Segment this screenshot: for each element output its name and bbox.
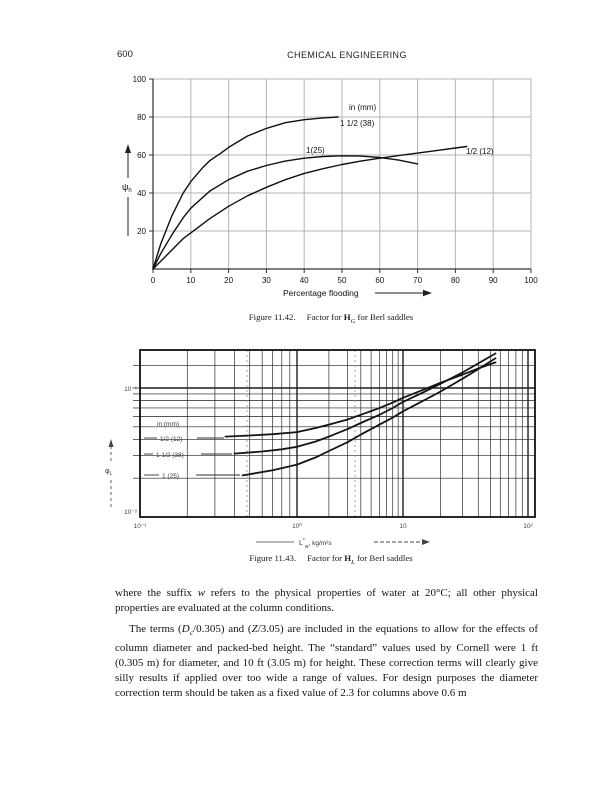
caption-text-post: for Berl saddles xyxy=(355,312,414,322)
svg-text:10⁻¹: 10⁻¹ xyxy=(134,523,148,530)
fig2-curve-labels: in (mm) 1/2 (12) 1 1/2 (38) 1 (25) xyxy=(156,421,184,480)
fig1-y-axis-label xyxy=(125,144,131,236)
caption-symbol: H xyxy=(344,553,352,563)
fig2-series-label-1: 1 1/2 (38) xyxy=(156,452,184,459)
fig1-curve-1 xyxy=(152,155,419,270)
p2-var-D: D xyxy=(181,623,190,636)
caption-text: Factor for xyxy=(306,312,344,322)
running-title: CHEMICAL ENGINEERING xyxy=(287,50,407,60)
svg-text:Percentage flooding: Percentage flooding xyxy=(283,288,359,298)
fig1-curve-0 xyxy=(152,116,339,270)
svg-text:φL: φL xyxy=(105,468,113,477)
fig2-tick-labels: 10⁻² 10⁻¹ 10⁻¹ 10⁰ 10 10² xyxy=(124,386,533,530)
fig2-curve-2 xyxy=(241,357,497,477)
page-number: 600 xyxy=(117,49,133,60)
fig1-series-label-0: 1 1/2 (38) xyxy=(340,119,375,128)
p1-var-w: w xyxy=(197,587,206,599)
p1-text: where the suffix xyxy=(115,587,198,599)
svg-text:70: 70 xyxy=(413,276,422,285)
svg-text:20: 20 xyxy=(137,227,146,236)
fig2-curves xyxy=(224,352,497,477)
fig1-axes xyxy=(149,78,532,273)
p1-text-cont: refers to the physical properties of wat… xyxy=(115,587,538,615)
caption-symbol-sub: L xyxy=(351,558,355,566)
svg-text:20: 20 xyxy=(224,276,233,285)
figure-11-43-chart: in (mm)1/2 (12)1 1/2 (38)1 (25)10⁻²10⁻¹1… xyxy=(105,349,536,550)
svg-text:10⁰: 10⁰ xyxy=(292,522,302,530)
fig2-label-leaders xyxy=(144,437,240,476)
svg-text:100: 100 xyxy=(524,276,538,285)
fig1-series-label-1: 1(25) xyxy=(306,146,325,155)
fig2-grid xyxy=(133,350,535,517)
svg-text:10²: 10² xyxy=(523,523,533,530)
fig1-tick-labels: 0 10 20 30 40 50 60 70 80 90 100 20 40 60 80 100 xyxy=(133,75,539,285)
caption-text: Factor for xyxy=(307,553,345,563)
fig1-curve-labels: in (mm) 1 1/2 (38) 1(25) 1/2 (12) xyxy=(306,103,494,156)
figure-11-42-chart: 0 10 20 30 40 50 60 70 80 90 100 20 40 60 80 100 in (mm)… xyxy=(122,75,539,298)
svg-text:0: 0 xyxy=(151,276,156,285)
paragraph-1: where the suffix w refers to the physica… xyxy=(115,586,538,616)
svg-text:80: 80 xyxy=(137,113,146,122)
fig1-y-axis-symbol: ψh xyxy=(122,182,132,194)
fig1-grid xyxy=(153,78,532,269)
figure-11-42-caption: Figure 11.42. Factor for HG for Berl sadd… xyxy=(50,312,612,325)
fig2-x-axis-label: L*w, kg/m²s xyxy=(256,538,430,550)
svg-text:90: 90 xyxy=(489,276,498,285)
fig2-units-note: in (mm) xyxy=(157,421,179,428)
fig2-y-axis-label: φL xyxy=(105,439,114,510)
fig2-series-label-2: 1 (25) xyxy=(162,473,179,480)
svg-text:10: 10 xyxy=(186,276,195,285)
p2-text-mid: /0.305) and ( xyxy=(193,623,252,636)
svg-text:50: 50 xyxy=(338,276,347,285)
figure-label: Figure 11.42. xyxy=(248,312,296,322)
fig1-units-note: in (mm) xyxy=(349,103,376,112)
right-arrow-icon xyxy=(422,539,430,545)
paragraph-2: The terms (Dc/0.305) and (Z/3.05) are in… xyxy=(115,622,538,701)
svg-text:60: 60 xyxy=(137,151,146,160)
svg-text:10⁻²: 10⁻² xyxy=(124,509,138,516)
fig2-plot-border xyxy=(139,349,536,518)
svg-text:10: 10 xyxy=(399,523,407,530)
caption-symbol: H xyxy=(343,312,351,322)
right-arrow-icon xyxy=(423,289,432,297)
svg-text:30: 30 xyxy=(262,276,271,285)
p2-text: The terms ( xyxy=(129,623,182,636)
fig2-curve-0 xyxy=(224,361,497,438)
svg-text:100: 100 xyxy=(133,75,147,84)
svg-text:40: 40 xyxy=(137,189,146,198)
fig2-curve-1 xyxy=(233,352,497,455)
fig1-series-label-2: 1/2 (12) xyxy=(466,147,494,156)
body-text: where the suffix w refers to the physica… xyxy=(115,586,538,702)
svg-text:60: 60 xyxy=(375,276,384,285)
svg-text:L*w, kg/m²s: L*w, kg/m²s xyxy=(299,538,332,550)
figure-label: Figure 11.43. xyxy=(249,553,297,563)
fig2-series-label-0: 1/2 (12) xyxy=(160,436,182,443)
fig1-x-axis-label: Percentage flooding xyxy=(283,288,432,298)
caption-symbol-sub: G xyxy=(350,317,356,325)
fig1-curves xyxy=(152,116,468,270)
up-arrow-icon xyxy=(125,144,131,153)
svg-text:10⁻¹: 10⁻¹ xyxy=(124,386,138,393)
caption-text-post: for Berl saddles xyxy=(354,553,413,563)
p2-var-D-sub: c xyxy=(189,628,194,638)
figure-11-43-caption: Figure 11.43. Factor for HL for Berl sadd… xyxy=(50,553,612,566)
p2-var-Z: Z xyxy=(251,623,258,636)
fig1-curve-2 xyxy=(152,145,468,270)
p2-text-cont: /3.05) are included in the equations to … xyxy=(115,623,539,700)
up-arrow-icon xyxy=(108,439,114,447)
svg-text:40: 40 xyxy=(300,276,309,285)
svg-text:80: 80 xyxy=(451,276,460,285)
